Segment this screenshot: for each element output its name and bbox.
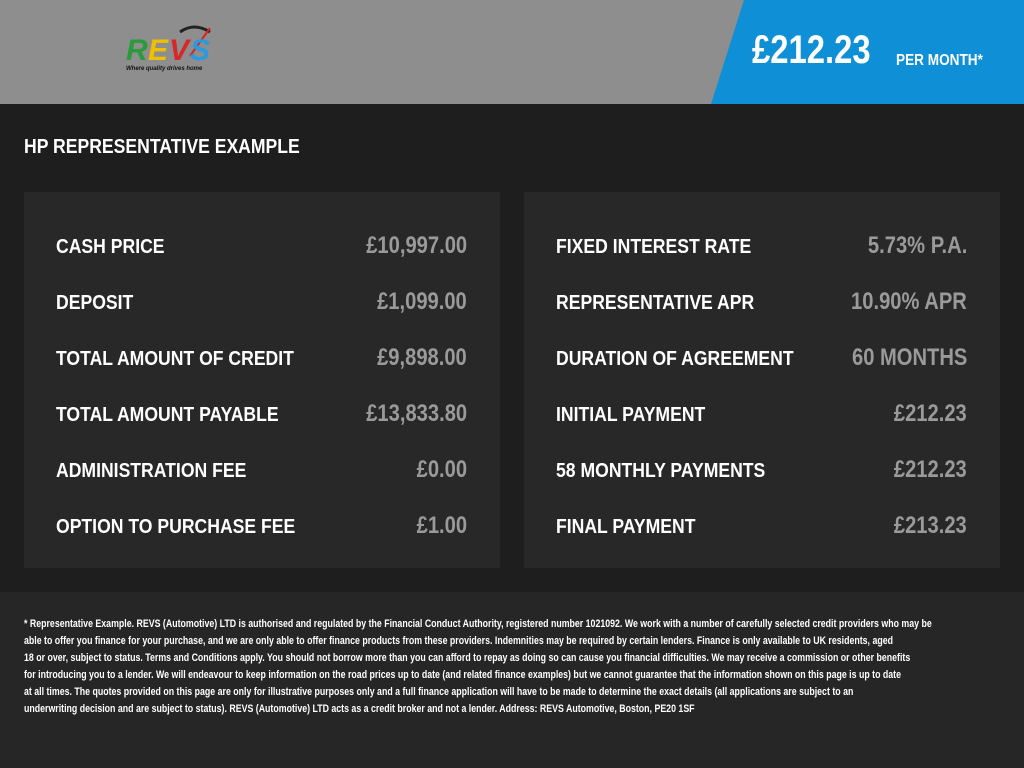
finance-value: £212.23: [894, 400, 967, 427]
revs-logo[interactable]: R E V S Where quality drives home: [122, 22, 222, 74]
finance-row: DEPOSIT £1,099.00: [56, 284, 467, 315]
finance-label: OPTION TO PURCHASE FEE: [56, 516, 296, 538]
price-banner: [711, 0, 1024, 104]
svg-text:Where quality drives home: Where quality drives home: [126, 66, 203, 72]
finance-label: TOTAL AMOUNT OF CREDIT: [56, 348, 294, 370]
disclaimer-line: at all times. The quotes provided on thi…: [24, 686, 854, 698]
finance-label: FIXED INTEREST RATE: [556, 236, 752, 258]
finance-value: £13,833.80: [366, 400, 467, 427]
svg-text:E: E: [148, 34, 169, 67]
finance-value: £9,898.00: [377, 344, 467, 371]
finance-label: INITIAL PAYMENT: [556, 404, 706, 426]
page-title: HP REPRESENTATIVE EXAMPLE: [24, 136, 300, 158]
finance-value: 5.73% P.A.: [867, 232, 967, 259]
finance-label: DEPOSIT: [56, 292, 134, 314]
finance-row: CASH PRICE £10,997.00: [56, 228, 467, 259]
finance-row: TOTAL AMOUNT OF CREDIT £9,898.00: [56, 340, 467, 371]
finance-row: REPRESENTATIVE APR 10.90% APR: [556, 284, 967, 315]
finance-value: £1,099.00: [377, 288, 467, 315]
disclaimer-line: able to offer you finance for your purch…: [24, 635, 893, 647]
svg-text:R: R: [126, 34, 148, 67]
finance-label: FINAL PAYMENT: [556, 516, 696, 538]
finance-value: £213.23: [894, 512, 967, 539]
finance-label: ADMINISTRATION FEE: [56, 460, 247, 482]
finance-value: £0.00: [416, 456, 467, 483]
disclaimer-line: 18 or over, subject to status. Terms and…: [24, 652, 911, 664]
disclaimer-line: underwriting decision and are subject to…: [24, 703, 695, 715]
finance-label: REPRESENTATIVE APR: [556, 292, 755, 314]
monthly-price: £212.23: [752, 28, 871, 72]
finance-panel-right: FIXED INTEREST RATE 5.73% P.A. REPRESENTAT…: [524, 192, 1000, 568]
disclaimer: * Representative Example. REVS (Automoti…: [24, 616, 1024, 718]
finance-row: FIXED INTEREST RATE 5.73% P.A.: [556, 228, 967, 259]
finance-row: INITIAL PAYMENT £212.23: [556, 396, 967, 427]
finance-row: OPTION TO PURCHASE FEE £1.00: [56, 508, 467, 539]
finance-value: 60 MONTHS: [851, 344, 967, 371]
disclaimer-line: * Representative Example. REVS (Automoti…: [24, 618, 932, 630]
finance-label: 58 MONTHLY PAYMENTS: [556, 460, 766, 482]
svg-text:S: S: [190, 34, 210, 67]
finance-panel-left: CASH PRICE £10,997.00 DEPOSIT £1,099.00 TOTA…: [24, 192, 500, 568]
footer: * Representative Example. REVS (Automoti…: [0, 592, 1024, 768]
finance-row: DURATION OF AGREEMENT 60 MONTHS: [556, 340, 967, 371]
finance-row: TOTAL AMOUNT PAYABLE £13,833.80: [56, 396, 467, 427]
finance-label: DURATION OF AGREEMENT: [556, 348, 794, 370]
finance-label: TOTAL AMOUNT PAYABLE: [56, 404, 279, 426]
finance-value: £212.23: [894, 456, 967, 483]
finance-row: 58 MONTHLY PAYMENTS £212.23: [556, 452, 967, 483]
svg-text:V: V: [169, 34, 192, 67]
finance-row: FINAL PAYMENT £213.23: [556, 508, 967, 539]
finance-value: 10.90% APR: [851, 288, 967, 315]
disclaimer-line: for introducing you to a lender. We will…: [24, 669, 902, 681]
finance-label: CASH PRICE: [56, 236, 165, 258]
finance-value: £10,997.00: [366, 232, 467, 259]
finance-row: ADMINISTRATION FEE £0.00: [56, 452, 467, 483]
per-month-label: PER MONTH*: [896, 52, 983, 69]
finance-value: £1.00: [416, 512, 467, 539]
